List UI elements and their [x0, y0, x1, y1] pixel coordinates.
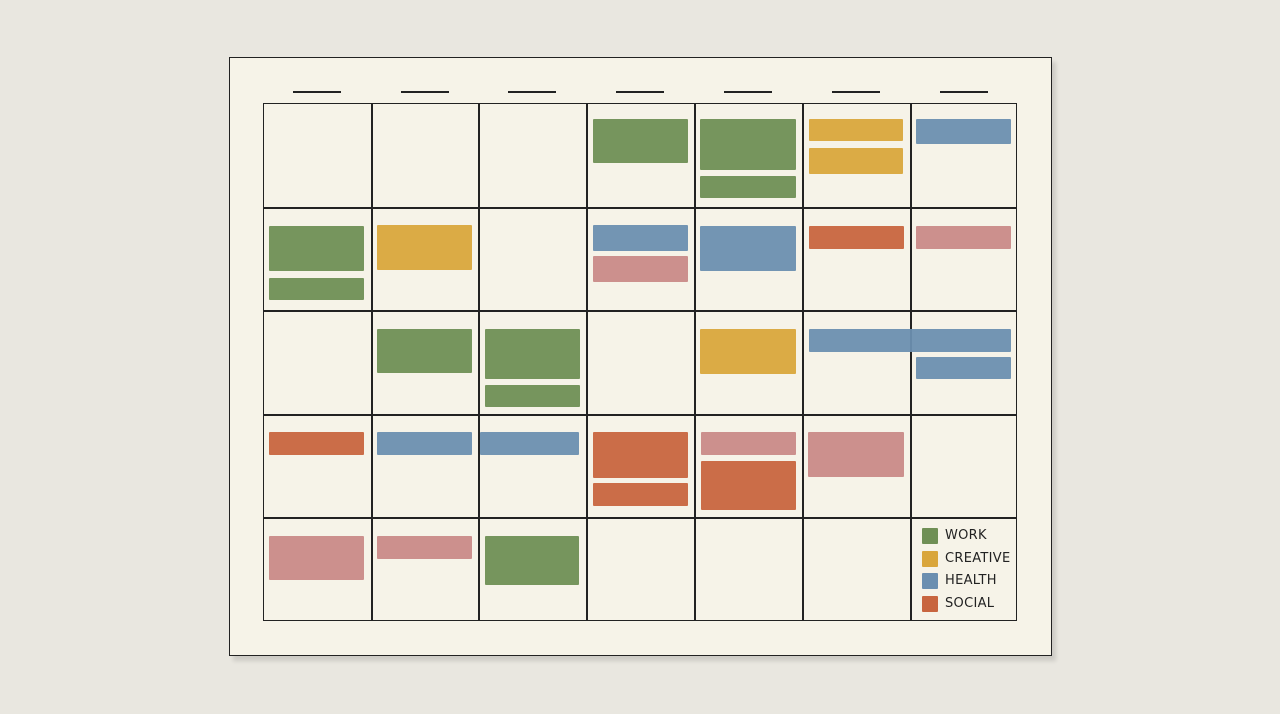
grid-line	[910, 103, 912, 621]
grid-line	[371, 103, 373, 621]
day-header-line	[508, 91, 556, 93]
event-block-work[interactable]	[700, 176, 796, 198]
calendar-grid	[263, 103, 1017, 621]
event-block-health[interactable]	[480, 432, 579, 455]
event-block-creative[interactable]	[809, 119, 903, 141]
event-block-work[interactable]	[377, 329, 472, 373]
legend-label: SOCIAL	[945, 596, 995, 612]
grid-line	[263, 207, 1017, 209]
event-block-health[interactable]	[809, 329, 1011, 352]
event-block-work[interactable]	[269, 278, 364, 300]
legend-label: CREATIVE	[945, 550, 1011, 566]
legend-swatch-creative	[922, 550, 938, 567]
event-block-health[interactable]	[700, 226, 796, 271]
legend-swatch-health	[922, 573, 938, 590]
event-block-health[interactable]	[916, 119, 1011, 144]
day-header-line	[939, 91, 988, 93]
grid-line	[263, 517, 1017, 519]
event-block-social[interactable]	[809, 226, 904, 249]
event-block-work[interactable]	[485, 536, 579, 585]
event-block-pink[interactable]	[593, 256, 688, 282]
grid-line	[478, 103, 480, 621]
event-block-work[interactable]	[485, 385, 580, 407]
event-block-social[interactable]	[593, 432, 688, 478]
event-block-social[interactable]	[269, 432, 364, 455]
event-block-work[interactable]	[269, 226, 364, 271]
event-block-work[interactable]	[485, 329, 580, 379]
event-block-pink[interactable]	[808, 432, 904, 477]
event-block-health[interactable]	[916, 357, 1011, 379]
event-block-social[interactable]	[701, 461, 796, 510]
event-block-pink[interactable]	[269, 536, 364, 580]
day-header-line	[616, 91, 664, 93]
event-block-health[interactable]	[593, 225, 688, 251]
event-block-work[interactable]	[700, 119, 796, 170]
grid-line	[586, 103, 588, 621]
grid-line	[263, 414, 1017, 416]
day-header-line	[400, 91, 449, 93]
legend-swatch-work	[922, 528, 938, 544]
event-block-work[interactable]	[593, 119, 688, 163]
day-header-line	[724, 91, 772, 93]
grid-line	[802, 103, 804, 621]
day-header-line	[832, 91, 880, 93]
event-block-pink[interactable]	[377, 536, 472, 559]
legend-swatch-social	[922, 596, 938, 613]
event-block-pink[interactable]	[916, 226, 1011, 249]
event-block-social[interactable]	[593, 483, 688, 506]
day-header-line	[293, 91, 341, 93]
legend-label: HEALTH	[945, 573, 997, 589]
event-block-creative[interactable]	[700, 329, 796, 374]
event-block-creative[interactable]	[377, 225, 472, 270]
legend-label: WORK	[945, 528, 987, 543]
event-block-creative[interactable]	[809, 148, 903, 174]
grid-line	[694, 103, 696, 621]
event-block-health[interactable]	[377, 432, 472, 455]
grid-line	[263, 310, 1017, 312]
event-block-pink[interactable]	[701, 432, 796, 455]
